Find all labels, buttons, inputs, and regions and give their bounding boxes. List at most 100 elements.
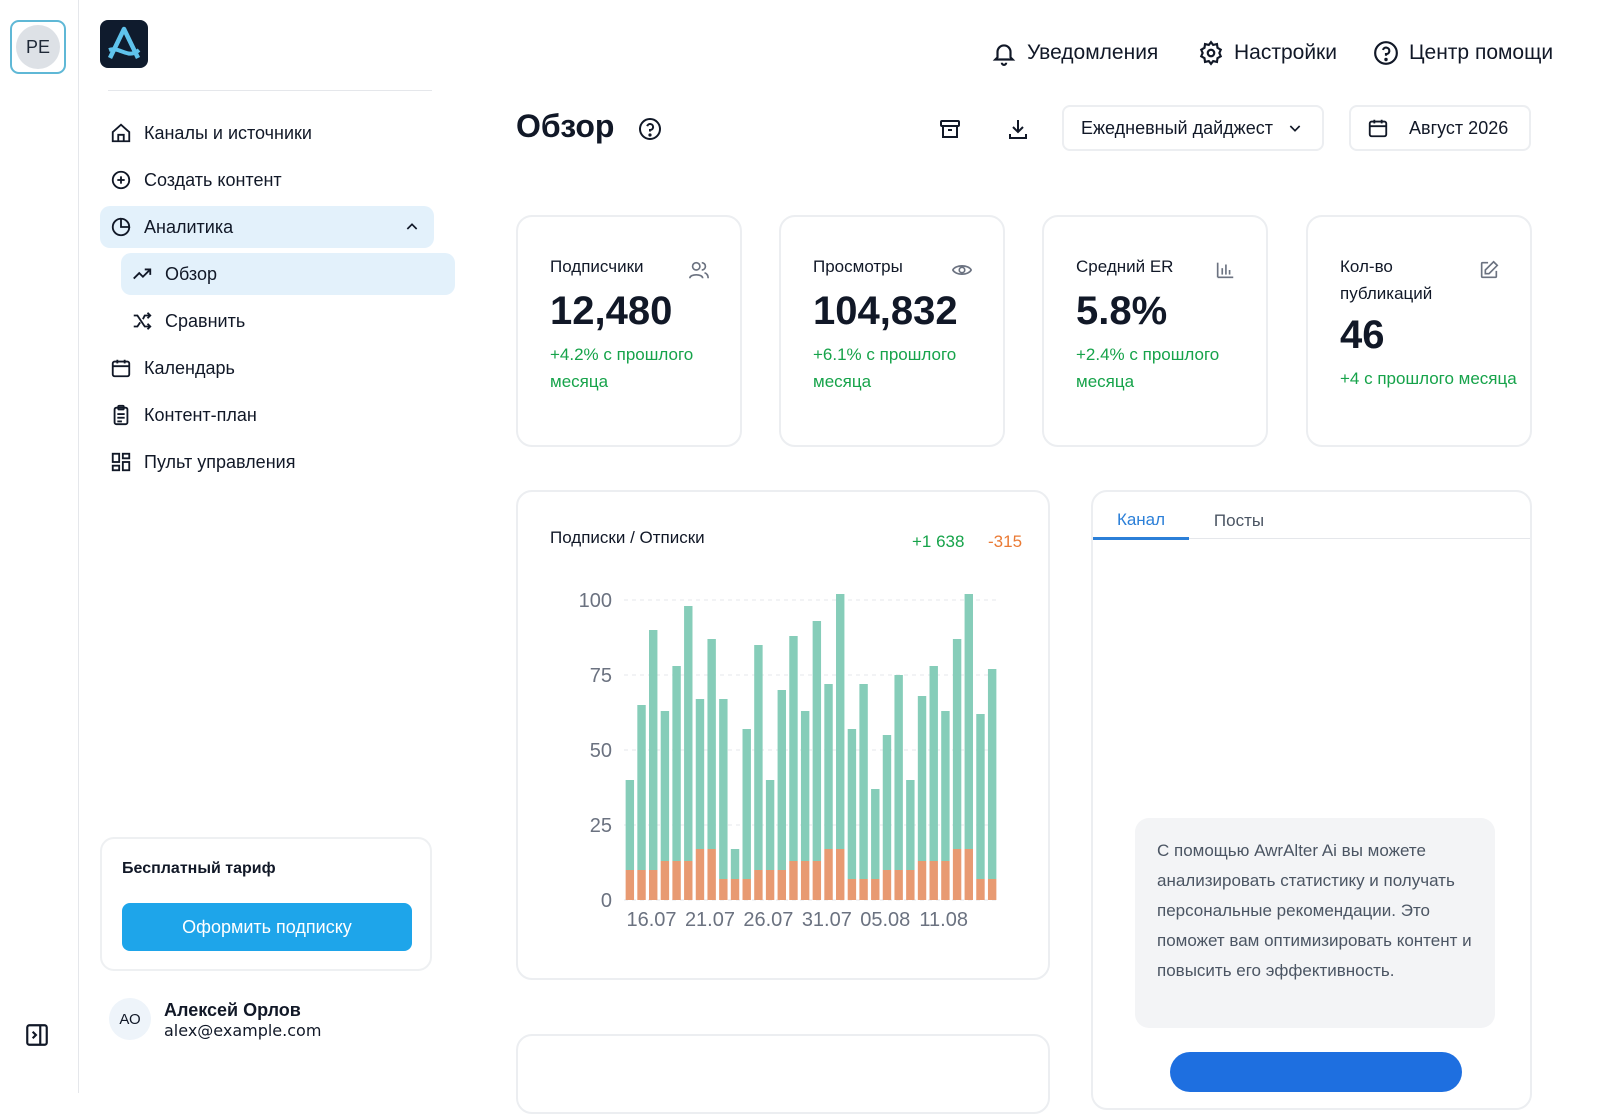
bar-unsubscribes: [894, 870, 903, 900]
chart-title: Подписки / Отписки: [550, 528, 705, 547]
bar-subscribes: [906, 780, 915, 870]
bar-subscribes: [824, 684, 833, 849]
bar-subscribes: [672, 666, 681, 861]
tab-posts[interactable]: Посты: [1213, 511, 1265, 530]
sidebar-item-label: Обзор: [165, 263, 217, 284]
period-picker[interactable]: Август 2026: [1349, 105, 1531, 151]
bar-subscribes: [859, 684, 868, 879]
y-tick-label: 75: [590, 665, 612, 687]
settings-link[interactable]: Настройки: [1198, 38, 1337, 68]
plan-card: [100, 837, 432, 971]
bar-subscribes: [754, 645, 763, 870]
bar-subscribes: [964, 594, 973, 849]
y-tick-label: 50: [590, 740, 612, 762]
bar-unsubscribes: [625, 870, 635, 900]
bar-unsubscribes: [695, 849, 705, 900]
user-avatar[interactable]: АО: [109, 998, 151, 1040]
subscriptions-chart-card: [516, 490, 1050, 980]
tab-divider: [1093, 538, 1530, 539]
notifications-link[interactable]: Уведомления: [991, 38, 1158, 68]
x-tick-label: 31.07: [802, 909, 852, 931]
page-help-icon[interactable]: [638, 117, 662, 141]
y-tick-label: 0: [601, 890, 612, 912]
bar-unsubscribes: [847, 879, 857, 900]
download-icon[interactable]: [1006, 117, 1030, 141]
notifications-label: Уведомления: [1027, 41, 1159, 64]
kpi-value: 5.8%: [1076, 289, 1168, 333]
bar-subscribes: [730, 849, 740, 879]
kpi-value: 46: [1340, 313, 1385, 357]
bar-unsubscribes: [859, 879, 868, 900]
bar-subscribes: [719, 699, 728, 879]
help-center-link[interactable]: Центр помощи: [1373, 38, 1553, 68]
sidebar-item-label: Создать контент: [144, 169, 282, 190]
help-circle-icon: [1374, 41, 1398, 65]
edit-icon: [1480, 260, 1499, 279]
users-icon: [689, 261, 709, 279]
sidebar-item-analytics[interactable]: Аналитика: [100, 206, 434, 248]
workspace-initials: PE: [16, 25, 60, 69]
trend-up-icon: [133, 268, 152, 280]
bar-subscribes: [847, 729, 857, 879]
sidebar-item-create-content[interactable]: Создать контент: [100, 159, 434, 201]
y-tick-label: 100: [579, 590, 612, 612]
sidebar-item-overview[interactable]: Обзор: [121, 253, 455, 295]
digest-select-value: Ежедневный дайджест: [1081, 117, 1273, 138]
ai-action-button[interactable]: [1170, 1052, 1462, 1092]
grid-icon: [111, 452, 131, 472]
workspace-avatar[interactable]: PE: [10, 20, 66, 74]
period-value: Август 2026: [1409, 117, 1509, 138]
kpi-label: Средний ER: [1076, 257, 1174, 276]
chart-total-unsubscribes: -315: [988, 532, 1023, 551]
bar-subscribes: [836, 594, 845, 849]
bar-subscribes: [894, 675, 903, 870]
clipboard-icon: [113, 404, 129, 426]
page-title: Обзор: [516, 108, 615, 144]
sidebar-item-calendar[interactable]: Календарь: [100, 347, 434, 389]
tab-channel[interactable]: Канал: [1093, 502, 1189, 540]
bar-unsubscribes: [824, 849, 833, 900]
sidebar-item-dashboard[interactable]: Пульт управления: [100, 441, 434, 483]
bar-subscribes: [812, 621, 822, 861]
sidebar-divider: [108, 90, 432, 91]
bar-subscribes: [871, 789, 880, 879]
subscriptions-bar-chart: 0 25 50 75 100 16.07 21.07 26.07 31.07 05.08 11.08: [579, 590, 998, 931]
x-tick-label: 05.08: [860, 909, 910, 931]
app-logo[interactable]: [100, 20, 148, 68]
kpi-delta: +4 с прошлого месяца: [1340, 369, 1517, 388]
bar-unsubscribes: [660, 861, 670, 900]
bar-unsubscribes: [765, 870, 775, 900]
bar-unsubscribes: [730, 879, 740, 900]
x-tick-label: 21.07: [685, 909, 735, 931]
bar-unsubscribes: [754, 870, 763, 900]
bar-subscribes: [952, 639, 962, 849]
user-email: alex@example.com: [164, 1021, 322, 1040]
chevron-up-icon[interactable]: [404, 219, 420, 235]
bar-subscribes: [695, 699, 705, 849]
bar-unsubscribes: [976, 879, 985, 900]
eye-icon: [951, 265, 973, 275]
subscribe-button[interactable]: Оформить подписку: [122, 903, 412, 951]
bar-unsubscribes: [836, 849, 845, 900]
sidebar-item-label: Контент-план: [144, 404, 257, 425]
settings-label: Настройки: [1234, 41, 1337, 64]
kpi-value: 104,832: [813, 289, 958, 333]
sidebar-item-content-plan[interactable]: Контент-план: [100, 394, 434, 436]
bar-unsubscribes: [672, 861, 681, 900]
x-tick-label: 11.08: [919, 909, 968, 931]
sidebar-item-compare[interactable]: Сравнить: [121, 300, 455, 342]
digest-select[interactable]: Ежедневный дайджест: [1062, 105, 1324, 151]
bar-subscribes: [976, 714, 985, 879]
sidebar-item-channels[interactable]: Каналы и источники: [100, 112, 434, 154]
bar-unsubscribes: [929, 861, 938, 900]
bar-unsubscribes: [800, 861, 810, 900]
workspace-rail: [0, 0, 79, 1093]
archive-icon[interactable]: [938, 117, 962, 141]
kpi-label: Подписчики: [550, 257, 644, 276]
secondary-chart-card: [516, 1034, 1050, 1114]
x-tick-label: 26.07: [743, 909, 793, 931]
sidebar-toggle-icon[interactable]: [24, 1022, 50, 1048]
bar-subscribes: [777, 690, 786, 870]
bar-unsubscribes: [941, 861, 950, 900]
bar-subscribes: [660, 711, 670, 861]
